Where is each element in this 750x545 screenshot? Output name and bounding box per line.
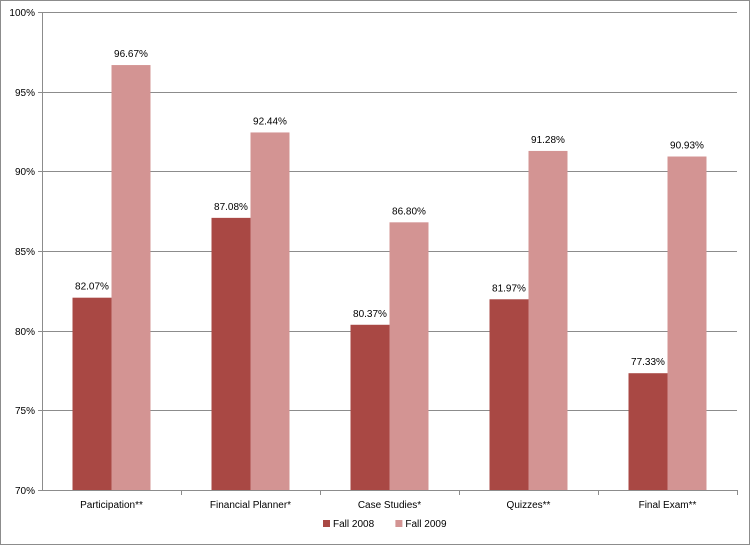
legend-swatch [395,520,403,527]
data-label: 77.33% [631,357,665,368]
bar-fall-2008 [350,324,390,490]
bar-fall-2008 [72,297,112,490]
legend: Fall 2008 Fall 2009 [323,519,447,530]
data-labels: 82.07% 96.67% 87.08% 92.44% 80.37% 86.80% 81.9… [75,49,704,368]
bar-fall-2009 [528,150,568,490]
bars [72,65,707,491]
category-label: Quizzes** [507,500,551,511]
y-tick-label: 80% [15,327,35,338]
x-axis-categories: Participation** Financial Planner* Case St… [80,500,696,511]
data-label: 87.08% [214,202,248,213]
data-label: 86.80% [392,206,426,217]
y-tick-label: 95% [15,88,35,99]
y-tick-label: 90% [15,167,35,178]
bar-fall-2009 [111,65,151,491]
category-label: Financial Planner* [210,500,291,511]
y-tick-label: 85% [15,247,35,258]
y-axis-ticks: 70% 75% 80% 85% 90% 95% 100% [9,8,35,497]
category-label: Case Studies* [358,500,421,511]
bar-fall-2008 [211,217,251,490]
data-label: 90.93% [670,141,704,152]
legend-label: Fall 2008 [333,519,375,530]
data-label: 96.67% [114,49,148,60]
data-label: 81.97% [492,283,526,294]
legend-swatch [323,520,330,527]
data-label: 92.44% [253,116,287,127]
data-label: 82.07% [75,282,109,293]
bar-fall-2009 [667,156,707,491]
bar-fall-2008 [489,299,529,490]
bar-fall-2009 [389,222,429,490]
category-label: Final Exam** [639,500,697,511]
data-label: 80.37% [353,309,387,320]
data-label: 91.28% [531,135,565,146]
category-label: Participation** [80,500,143,511]
y-tick-label: 70% [15,486,35,497]
y-tick-label: 75% [15,406,35,417]
legend-label: Fall 2009 [405,519,447,530]
y-tick-label: 100% [9,8,35,19]
bar-fall-2009 [250,132,290,490]
axes [38,12,738,495]
bar-fall-2008 [628,373,668,490]
